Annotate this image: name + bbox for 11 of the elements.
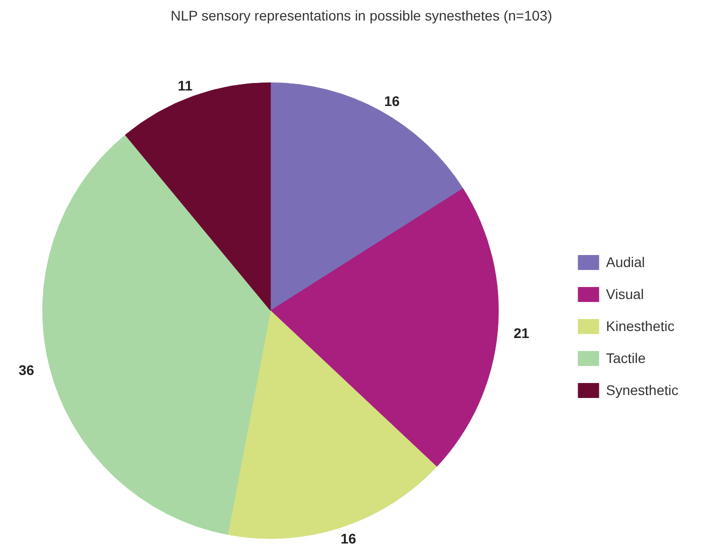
legend-label: Kinesthetic <box>606 318 674 334</box>
data-label: 21 <box>514 325 530 342</box>
legend-label: Audial <box>606 254 645 270</box>
legend-label: Synesthetic <box>606 382 678 398</box>
data-label: 16 <box>340 530 356 546</box>
chart-title: NLP sensory representations in possible synesthetes (n=103) <box>170 8 552 24</box>
data-label: 11 <box>178 77 193 94</box>
legend-label: Visual <box>606 286 644 302</box>
legend-label: Tactile <box>606 350 646 366</box>
data-label: 36 <box>18 362 34 378</box>
data-label: 16 <box>384 92 400 109</box>
